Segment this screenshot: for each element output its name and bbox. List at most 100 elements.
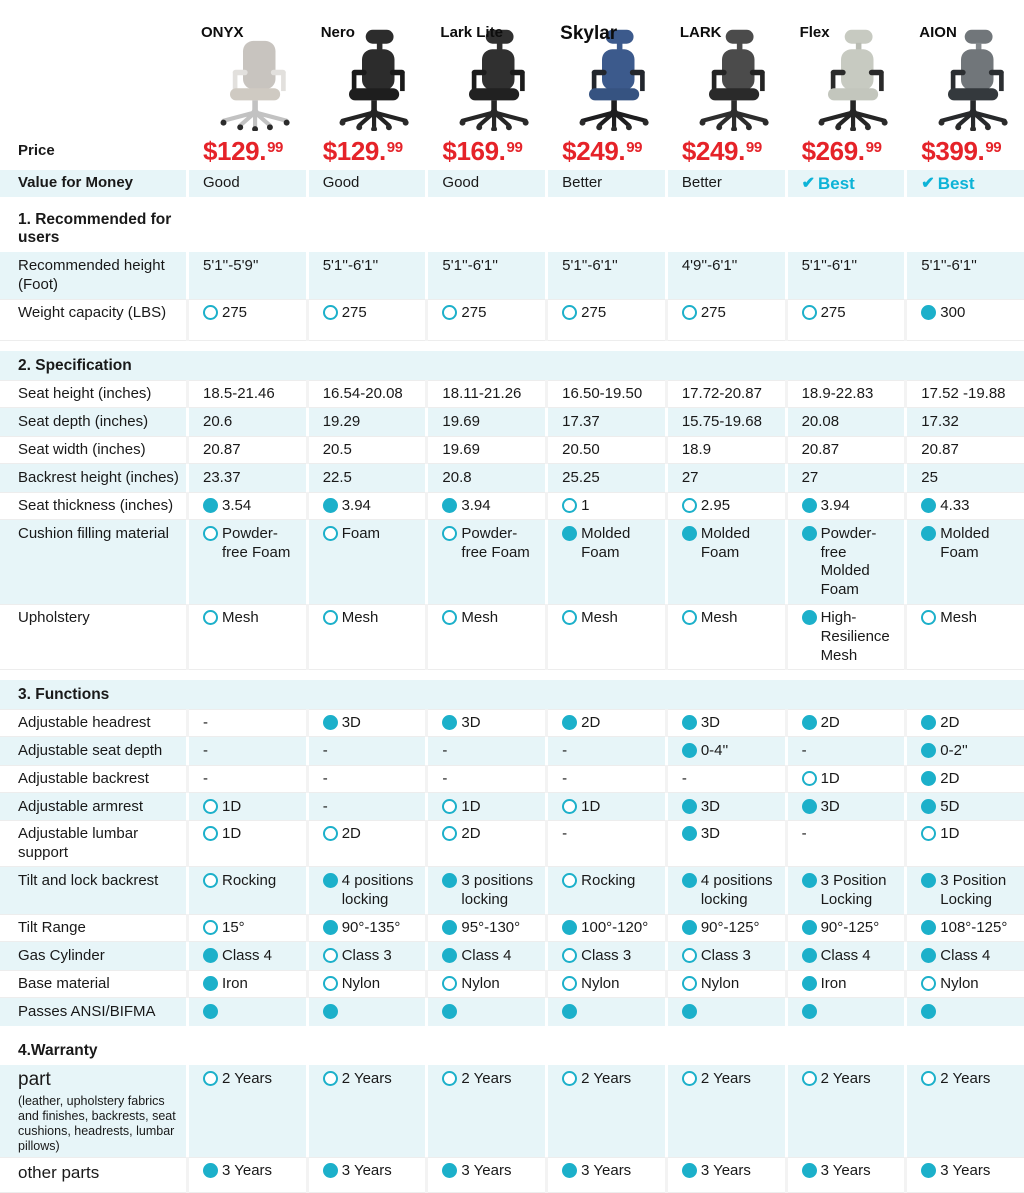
open-dot-icon: [442, 525, 458, 541]
filled-dot-icon: [801, 525, 817, 541]
spec-cell: 3 Years: [305, 1157, 426, 1193]
spec-value: 0-4'': [700, 741, 729, 759]
filled-dot-icon: [921, 497, 937, 513]
spec-value: 3 Position Locking: [820, 872, 887, 909]
spec-value: Class 4: [222, 946, 273, 964]
spec-value: Class 4: [820, 946, 871, 964]
spec-cell: 2D: [545, 708, 665, 737]
filled-dot-icon: [801, 920, 817, 935]
spec-value: 18.5-21.46: [203, 385, 275, 403]
table-row: Seat thickness (inches) 3.54 3.94 3.94 1 2.95…: [0, 491, 1024, 520]
spec-value: -: [203, 713, 208, 731]
chair-image[interactable]: [328, 27, 422, 131]
filled-dot-icon: [801, 873, 817, 889]
spec-value: 3D: [700, 797, 721, 815]
row-label: part (leather, upholstery fabrics and fin…: [18, 1069, 180, 1154]
spec-cell: -: [545, 736, 665, 765]
price-row-label: Price: [18, 142, 55, 160]
spec-value: Powder-free Foam: [461, 524, 530, 561]
chair-image[interactable]: [927, 27, 1021, 131]
spec-cell: -: [545, 764, 665, 793]
filled-dot-icon: [681, 714, 697, 730]
spec-cell: Nylon: [904, 969, 1024, 998]
chair-image[interactable]: [688, 27, 782, 131]
spec-cell: 2 Years: [664, 1064, 785, 1158]
spec-value: Powder-free Foam: [222, 524, 291, 561]
value-for-money-cell: Good: [186, 170, 306, 198]
chair-column-onyx: ONYX: [186, 0, 306, 132]
spec-value: 1D: [581, 797, 601, 815]
spec-cell: 15°: [186, 914, 306, 942]
row-label: Adjustable backrest: [18, 769, 149, 787]
spec-value: Molded Foam: [581, 524, 631, 561]
spec-cell: 2 Years: [784, 1064, 905, 1158]
filled-dot-icon: [921, 770, 937, 786]
row-label: Adjustable seat depth: [18, 741, 163, 759]
value-for-money-cell: Better: [545, 170, 665, 198]
spec-cell: 19.69: [425, 408, 545, 436]
row-label: Adjustable armrest: [18, 797, 144, 815]
spec-cell: 90°-135°: [305, 914, 426, 942]
spec-cell: 5'1''-6'1'': [425, 252, 545, 300]
spec-value: 5'1''-6'1'': [442, 257, 498, 275]
spec-cell: 5'1''-6'1'': [305, 252, 426, 300]
spec-value: High-Resilience Mesh: [820, 609, 890, 664]
spec-value: 18.9-22.83: [801, 385, 874, 403]
spec-value: 2 Years: [700, 1069, 751, 1087]
filled-dot-icon: [921, 525, 937, 541]
filled-dot-icon: [801, 497, 817, 513]
row-label: Base material: [18, 974, 110, 992]
spec-value: Class 3: [341, 946, 392, 964]
spec-value: 2.95: [700, 496, 731, 514]
filled-dot-icon: [442, 873, 458, 889]
filled-dot-icon: [921, 798, 937, 814]
spec-value: 2D: [820, 713, 840, 731]
spec-cell: 2.95: [664, 491, 785, 520]
value-for-money-row: Value for Money Good Good Good Better Better…: [0, 170, 1024, 198]
filled-dot-icon: [681, 742, 697, 758]
spec-value: 2 Years: [581, 1069, 632, 1087]
spec-cell: Class 3: [664, 941, 785, 970]
open-dot-icon: [562, 305, 578, 321]
best-value-badge: ✔ Best: [921, 174, 975, 193]
spec-value: 1D: [461, 797, 481, 815]
spec-cell: Nylon: [425, 969, 545, 998]
table-row: Tilt Range 15° 90°-135° 95°-130° 100°-120° 90…: [0, 914, 1024, 942]
chair-image[interactable]: [209, 27, 303, 131]
open-dot-icon: [322, 305, 338, 321]
open-dot-icon: [681, 947, 697, 963]
spec-value: 90°-125°: [700, 919, 760, 936]
chair-image[interactable]: [807, 27, 901, 131]
filled-dot-icon: [203, 1163, 218, 1179]
chair-image[interactable]: [568, 27, 662, 131]
spec-cell: 108°-125°: [904, 914, 1024, 942]
open-dot-icon: [322, 1070, 338, 1086]
open-dot-icon: [322, 525, 338, 541]
chair-column-lark: LARK: [665, 0, 785, 132]
spec-value: -: [562, 769, 568, 787]
spec-cell: -: [305, 764, 426, 793]
spec-value: 25: [921, 468, 938, 486]
filled-dot-icon: [921, 1163, 937, 1179]
filled-dot-icon: [681, 798, 697, 814]
spec-cell: 90°-125°: [784, 914, 905, 942]
price-cell: $269.99: [785, 130, 905, 172]
spec-cell: Mesh: [904, 604, 1024, 670]
spec-value: 275: [820, 304, 846, 322]
filled-dot-icon: [681, 920, 697, 935]
spec-cell: -: [664, 764, 785, 793]
open-dot-icon: [562, 947, 578, 963]
chair-image[interactable]: [448, 27, 542, 131]
spec-cell: Mesh: [305, 604, 426, 670]
spec-cell: Molded Foam: [664, 519, 785, 605]
spec-value: 3D: [700, 713, 721, 731]
section-header: 2. Specification: [0, 351, 1024, 381]
spec-cell: Nylon: [545, 969, 665, 998]
filled-dot-icon: [801, 1163, 817, 1179]
value-for-money-cell: ✔ Best: [784, 170, 905, 198]
spec-cell: 3D: [664, 820, 785, 868]
open-dot-icon: [322, 610, 338, 626]
spec-value: 17.32: [921, 413, 959, 431]
chair-header-row: ONYX Nero Lark Lite: [0, 0, 1024, 132]
